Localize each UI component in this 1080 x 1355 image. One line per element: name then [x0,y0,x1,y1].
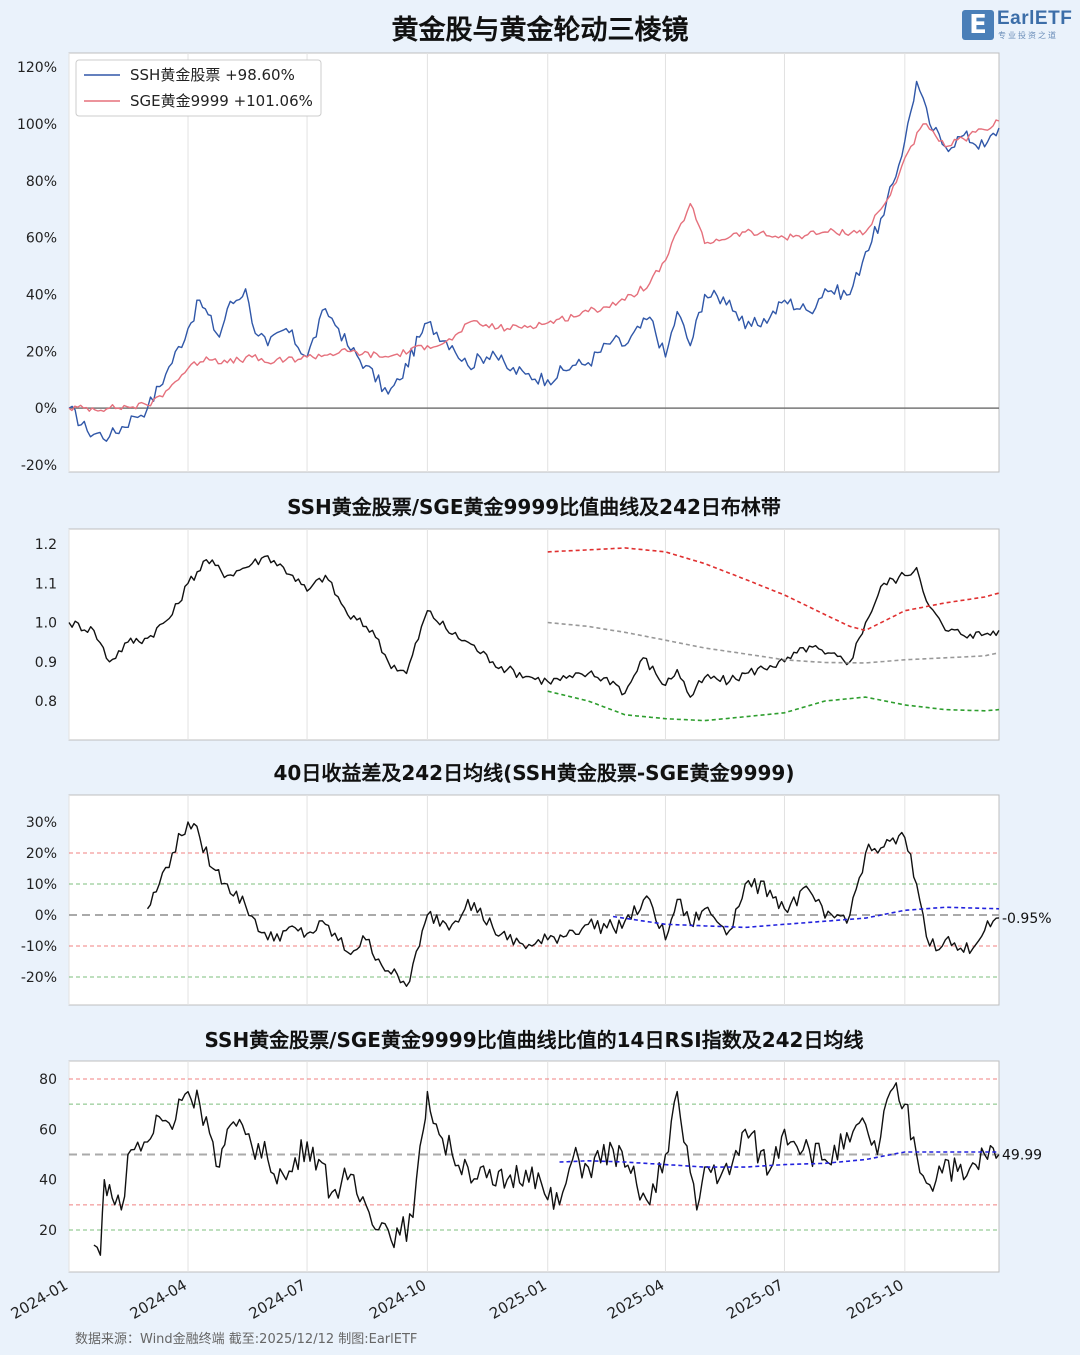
series-line-1 [68,555,1000,698]
y-tick-label: 80% [26,174,57,190]
x-tick-label: 2024-04 [127,1276,190,1323]
page-title: 黄金股与黄金轮动三棱镜 [391,15,689,46]
brand-logo: E EarlETF 专业投资之道 [962,8,1074,44]
y-tick-label: -20% [21,970,57,986]
y-tick-label: 0.9 [35,655,57,671]
plot-area [68,794,1000,1006]
logo-subtitle: 专业投资之道 [998,31,1058,40]
y-tick-label: 1.0 [35,616,57,632]
x-tick-label: 2024-07 [246,1276,309,1323]
series-line-2 [547,547,1000,632]
chart-title: SSH黄金股票/SGE黄金9999比值曲线比值的14日RSI指数及242日均线 [205,1028,864,1052]
series-line-4 [547,690,1000,722]
y-tick-label: 20% [26,846,57,862]
y-tick-label: 20 [39,1223,57,1239]
series-line-2 [612,906,1000,929]
legend-label: SSH黄金股票 +98.60% [130,66,295,84]
plot-area [68,52,1000,473]
y-tick-label: 30% [26,815,57,831]
y-tick-label: 0% [35,908,57,924]
series-line-1 [68,80,1000,442]
y-tick-label: 10% [26,877,57,893]
y-tick-label: 0.8 [35,694,57,710]
series-line-3 [547,621,1000,664]
y-tick-label: 20% [26,344,57,360]
x-tick-label: 2024-01 [8,1276,71,1323]
series-line-1 [93,1082,1000,1256]
y-tick-label: 1.2 [35,537,57,553]
chart-panel-4: SSH黄金股票/SGE黄金9999比值曲线比值的14日RSI指数及242日均线 8… [39,1028,1042,1273]
y-tick-label: -10% [21,939,57,955]
legend-label: SGE黄金9999 +101.06% [130,92,313,110]
chart-panel-2: SSH黄金股票/SGE黄金9999比值曲线及242日布林带 1.2 1.1 1.0 0.… [35,495,1000,741]
y-tick-label: 40 [39,1173,57,1189]
logo-text: EarlETF [997,8,1073,29]
y-tick-label: 40% [26,288,57,304]
chart-title: 40日收益差及242日均线(SSH黄金股票-SGE黄金9999) [274,761,795,785]
y-tick-label: 80 [39,1072,57,1088]
y-tick-label: -20% [21,458,57,474]
y-tick-label: 1.1 [35,576,57,592]
series-line-2 [68,119,1000,413]
series-line-2 [559,1151,999,1168]
series-line-1 [146,821,1000,987]
end-value-label: 49.99 [1002,1148,1042,1164]
x-tick-label: 2025-01 [486,1276,549,1323]
x-tick-label: 2024-10 [366,1276,429,1323]
plot-area [68,1060,1000,1273]
end-value-label: -0.95% [1002,911,1052,927]
y-tick-label: 100% [17,117,57,133]
y-tick-label: 60 [39,1122,57,1138]
source-note: 数据来源：Wind金融终端 截至:2025/12/12 制图:EarlETF [75,1332,418,1347]
y-tick-label: 0% [35,401,57,417]
y-tick-label: 120% [17,60,57,76]
x-tick-label: 2025-04 [604,1276,667,1323]
y-tick-label: 60% [26,231,57,247]
chart-panel-3: 40日收益差及242日均线(SSH黄金股票-SGE黄金9999) 30% 20% 10… [21,761,1052,1006]
x-tick-label: 2025-10 [844,1276,907,1323]
legend: SSH黄金股票 +98.60% SGE黄金9999 +101.06% [75,59,322,117]
chart-panel-1: 120% 100% 80% 60% 40% 20% 0% -20% SSH黄金股票 +98.60… [17,52,1000,474]
chart-title: SSH黄金股票/SGE黄金9999比值曲线及242日布林带 [287,495,781,519]
plot-area [68,528,1000,741]
logo-mark-icon: E [962,10,994,40]
legend-box [75,59,322,117]
x-tick-label: 2025-07 [723,1276,786,1323]
